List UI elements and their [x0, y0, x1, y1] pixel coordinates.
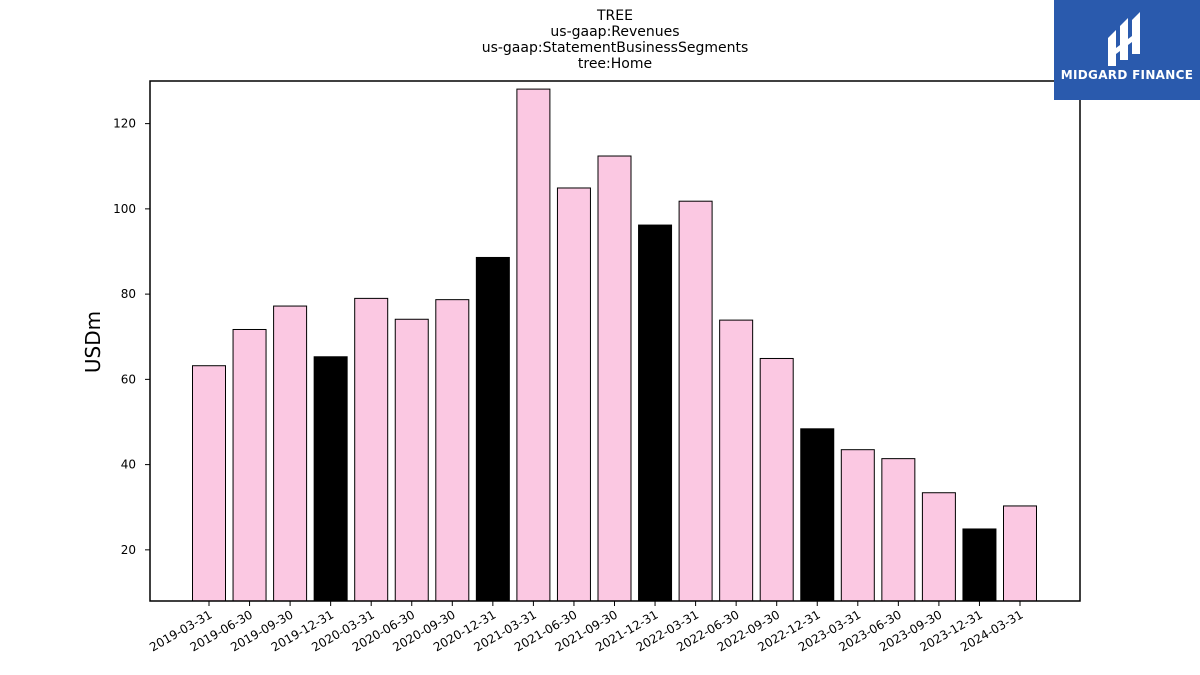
x-axis-ticks: 2019-03-312019-06-302019-09-302019-12-31…	[147, 601, 1026, 654]
bar-2021-09-30	[597, 155, 632, 602]
bar-2023-03-31	[840, 449, 875, 602]
chart-title-line-2: us-gaap:Revenues	[550, 24, 679, 40]
bar-2020-06-30	[394, 318, 429, 602]
chart-title-line-1: TREE	[596, 8, 633, 24]
bar-2020-12-31	[475, 256, 510, 602]
y-tick-label: 60	[121, 372, 136, 386]
y-axis-ticks: 20 40 60 80 100 120	[113, 117, 150, 557]
bar-2022-06-30	[719, 319, 754, 602]
bar-2024-03-31	[1003, 505, 1037, 602]
plot-frame	[149, 80, 1081, 602]
chart-title-line-4: tree:Home	[578, 56, 652, 72]
midgard-finance-logo: MIDGARD FINANCE	[1054, 0, 1200, 100]
y-tick-label: 40	[121, 458, 136, 472]
y-axis-label: USDm	[81, 311, 105, 373]
bar-2023-09-30	[921, 492, 956, 602]
bar-2022-12-31	[800, 428, 835, 602]
bar-2020-09-30	[435, 299, 470, 602]
midgard-logo-icon	[1108, 12, 1140, 66]
bar-2019-06-30	[232, 328, 267, 602]
logo-text: MIDGARD FINANCE	[1060, 68, 1194, 82]
bar-2021-03-31	[516, 88, 551, 602]
bar-2020-03-31	[354, 297, 389, 602]
bar-2021-12-31	[638, 224, 673, 602]
bar-2023-06-30	[881, 458, 916, 602]
bar-2022-03-31	[678, 200, 713, 602]
y-tick-label: 80	[121, 287, 136, 301]
bar-2019-12-31	[313, 356, 348, 602]
chart-title-line-3: us-gaap:StatementBusinessSegments	[482, 40, 749, 56]
bar-2022-09-30	[759, 357, 794, 602]
bar-2019-09-30	[273, 305, 308, 602]
chart-title: TREE us-gaap:Revenues us-gaap:StatementB…	[482, 8, 749, 72]
bar-2019-03-31	[192, 365, 226, 602]
bar-2021-06-30	[556, 187, 591, 602]
y-tick-label: 120	[113, 117, 136, 131]
y-tick-label: 20	[121, 543, 136, 557]
bar-2023-12-31	[962, 528, 997, 602]
y-tick-label: 100	[113, 202, 136, 216]
bars-group	[192, 88, 1037, 602]
